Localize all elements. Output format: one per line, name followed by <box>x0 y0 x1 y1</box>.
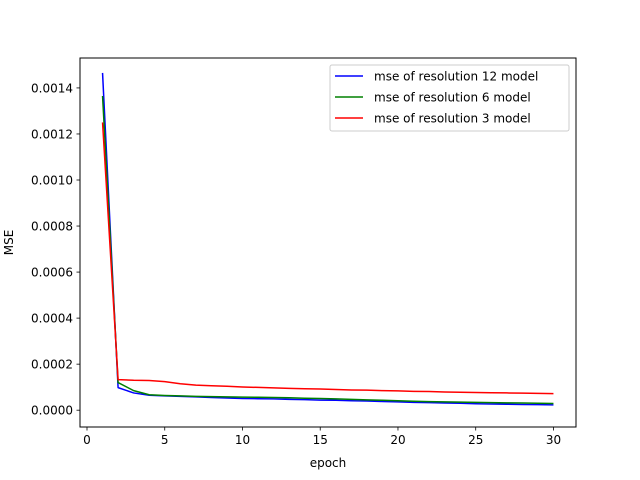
y-tick-label: 0.0000 <box>31 404 73 418</box>
y-axis-ticks: 0.0000 0.0002 0.0004 0.0006 0.0008 0.0010 0.00… <box>31 81 80 418</box>
plot-frame <box>79 57 577 428</box>
x-axis-label: epoch <box>310 456 347 470</box>
x-tick-label: 5 <box>161 433 169 447</box>
y-tick-label: 0.0004 <box>31 312 73 326</box>
x-axis-ticks: 0 5 10 15 20 25 30 <box>83 427 561 447</box>
legend-label-2: mse of resolution 6 model <box>374 91 531 105</box>
x-tick-label: 30 <box>546 433 561 447</box>
y-tick-label: 0.0010 <box>31 174 73 188</box>
legend-box <box>329 64 570 132</box>
x-tick-label: 20 <box>390 433 405 447</box>
y-tick-label: 0.0008 <box>31 220 73 234</box>
y-tick-label: 0.0012 <box>31 127 73 141</box>
x-tick-label: 25 <box>468 433 483 447</box>
series-line-3 <box>101 122 554 395</box>
x-tick-label: 15 <box>313 433 328 447</box>
legend: mse of resolution 12 model mse of resolut… <box>329 64 570 132</box>
y-tick-label: 0.0006 <box>31 266 73 280</box>
series-line-2 <box>101 95 554 405</box>
y-tick-label: 0.0014 <box>31 81 73 95</box>
legend-label-1: mse of resolution 12 model <box>374 70 538 84</box>
x-tick-label: 0 <box>83 433 91 447</box>
x-tick-label: 10 <box>235 433 250 447</box>
legend-label-3: mse of resolution 3 model <box>374 112 531 126</box>
series-layer <box>101 72 554 406</box>
y-tick-label: 0.0002 <box>31 358 73 372</box>
y-axis-label: MSE <box>2 230 16 256</box>
